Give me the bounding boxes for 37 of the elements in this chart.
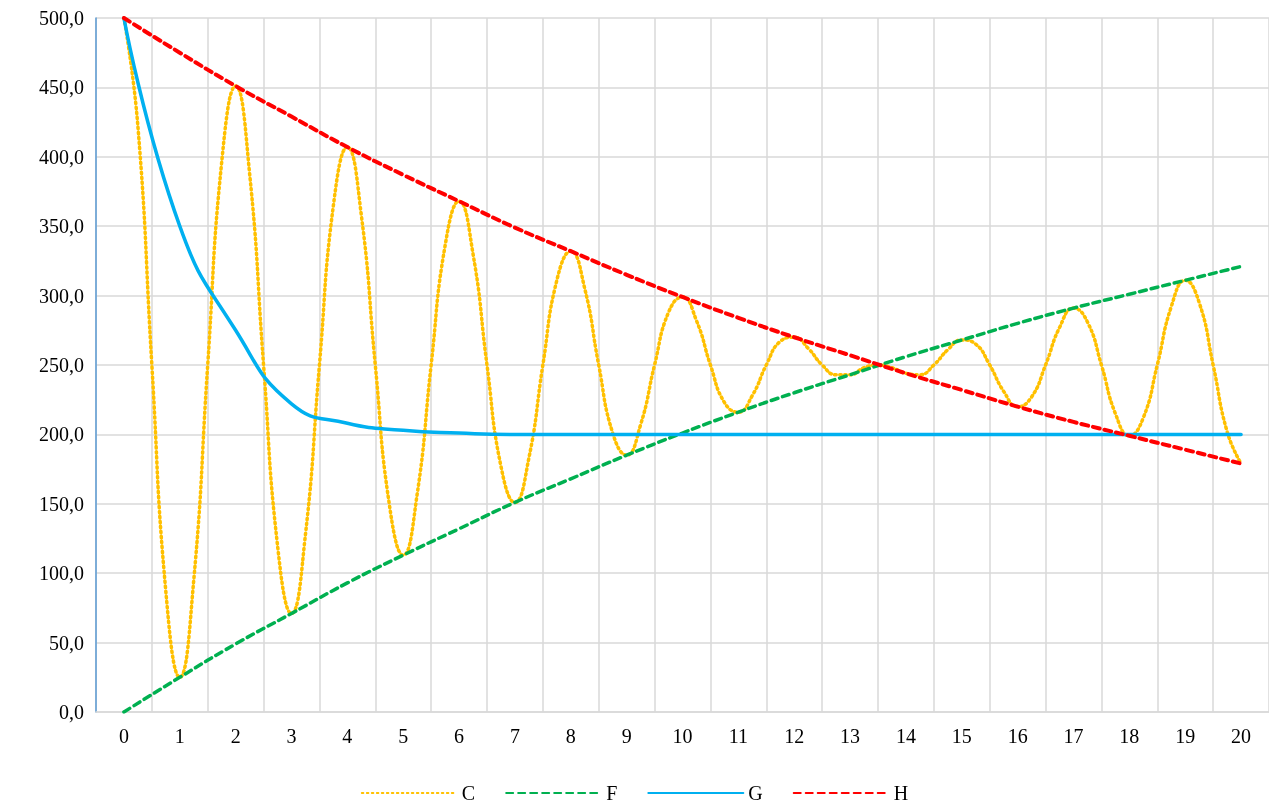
y-tick-label: 100,0 xyxy=(39,562,84,585)
x-tick-label: 16 xyxy=(1007,725,1028,747)
y-tick-label: 250,0 xyxy=(39,354,84,376)
x-tick-label: 6 xyxy=(454,725,465,747)
x-tick-label: 8 xyxy=(565,725,576,747)
y-tick-label: 300,0 xyxy=(39,284,84,307)
legend-label: G xyxy=(748,782,763,804)
x-tick-label: 3 xyxy=(286,725,297,747)
x-tick-label: 9 xyxy=(621,725,632,747)
y-tick-label: 50,0 xyxy=(49,631,84,654)
y-tick-label: 200,0 xyxy=(39,423,84,446)
x-tick-label: 12 xyxy=(784,725,805,747)
legend-label: H xyxy=(893,782,909,804)
x-tick-label: 17 xyxy=(1063,725,1084,747)
x-tick-label: 11 xyxy=(728,725,748,747)
x-tick-label: 1 xyxy=(174,725,185,747)
x-tick-label: 0 xyxy=(118,725,129,747)
x-tick-label: 18 xyxy=(1119,725,1140,747)
x-tick-label: 4 xyxy=(342,725,353,747)
x-tick-label: 5 xyxy=(398,725,409,747)
y-tick-label: 450,0 xyxy=(39,76,84,99)
y-tick-label: 0,0 xyxy=(59,701,84,723)
y-tick-label: 150,0 xyxy=(39,492,84,515)
y-tick-label: 400,0 xyxy=(39,145,84,168)
x-tick-label: 15 xyxy=(951,725,972,747)
legend-label: F xyxy=(606,782,618,804)
y-tick-label: 500,0 xyxy=(39,7,84,29)
x-tick-label: 19 xyxy=(1175,725,1196,747)
y-tick-label: 350,0 xyxy=(39,215,84,238)
legend-label: C xyxy=(461,782,476,804)
x-tick-label: 10 xyxy=(672,725,693,747)
x-tick-label: 2 xyxy=(230,725,241,747)
x-tick-label: 14 xyxy=(895,725,916,747)
x-tick-label: 20 xyxy=(1231,725,1252,747)
line-series xyxy=(122,264,1243,714)
x-tick-label: 13 xyxy=(840,725,861,747)
x-tick-label: 7 xyxy=(509,725,520,747)
